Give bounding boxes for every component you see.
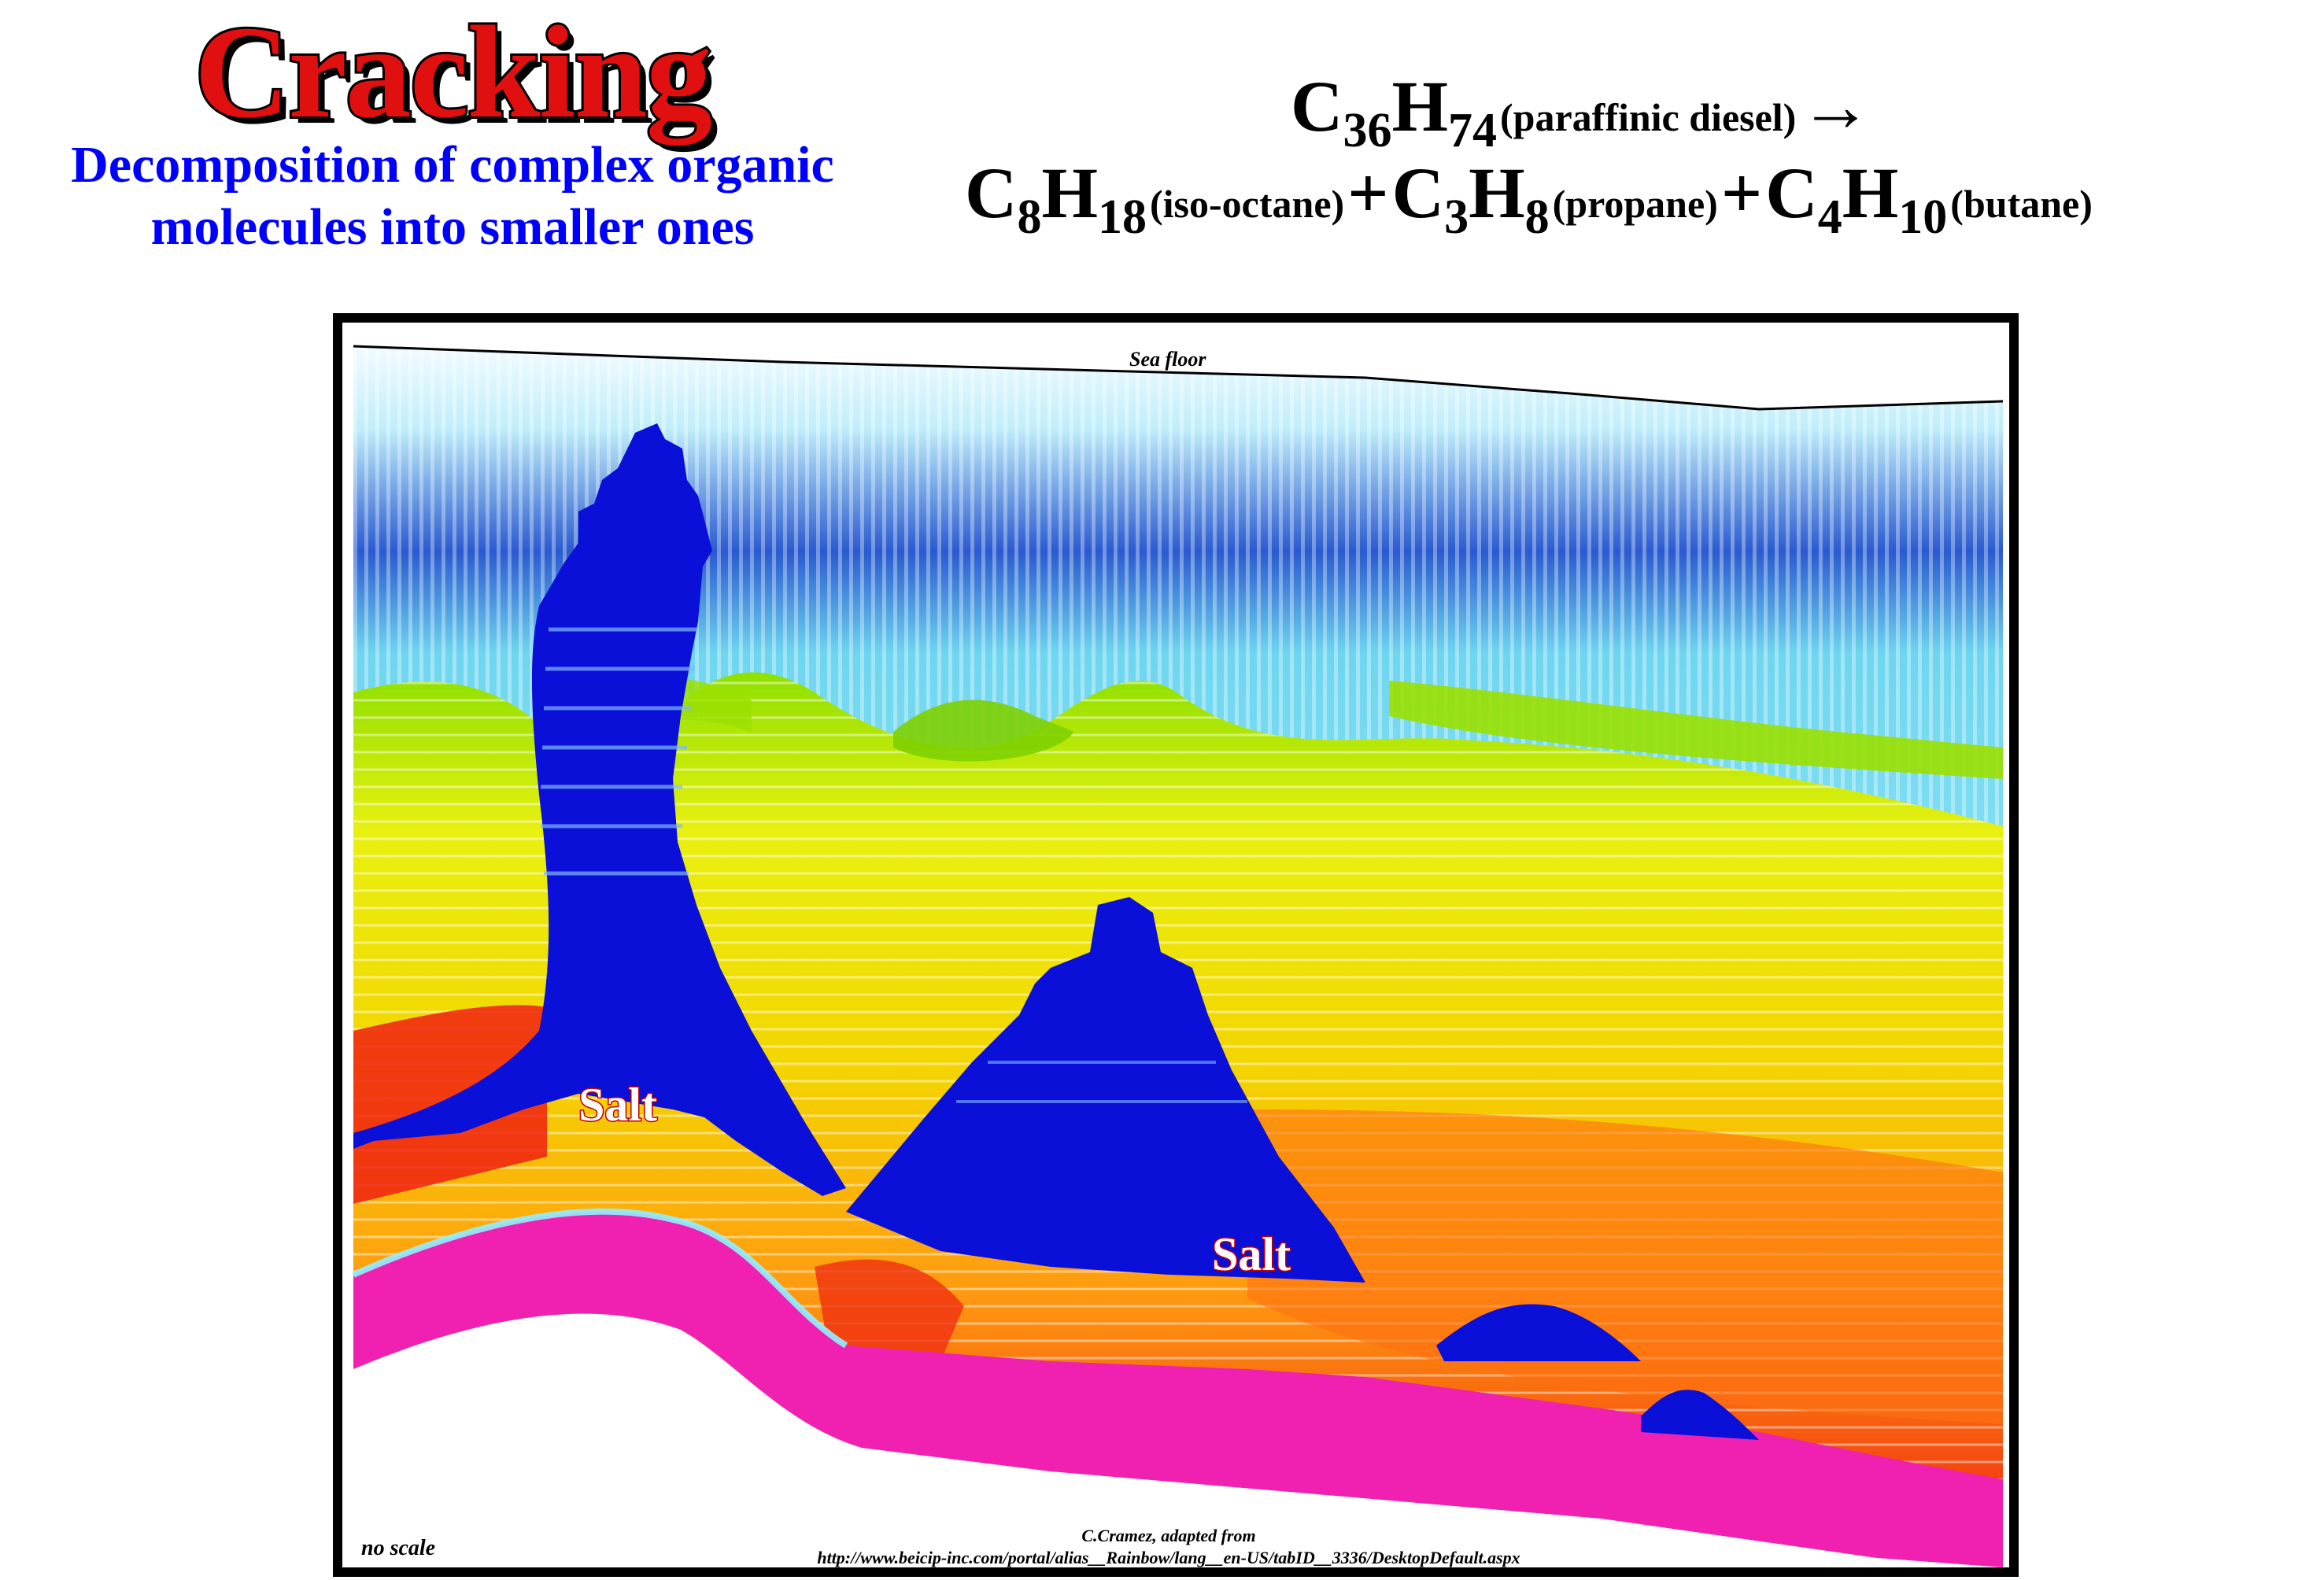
subtitle-line-1: Decomposition of complex organic	[71, 136, 834, 194]
equation-reactant: C36H74 (paraffinic diesel) →	[1291, 66, 1872, 157]
subtitle-line-2: molecules into smaller ones	[150, 198, 755, 257]
salt-label-left: Salt	[577, 1078, 658, 1132]
seismic-section-graphic	[342, 323, 2009, 1567]
sea-floor-label: Sea floor	[1129, 348, 1206, 371]
credit-url: http://www.beicip-inc.com/portal/alias__…	[817, 1547, 1520, 1567]
arrow-icon: →	[1799, 66, 1872, 146]
credit-line-1: C.Cramez, adapted from	[1081, 1526, 1256, 1545]
figure-credit: C.Cramez, adapted from http://www.beicip…	[736, 1525, 1602, 1567]
page-subtitle: Decomposition of complex organic molecul…	[0, 134, 905, 258]
equation-products: C8H18 (iso-octane) + C3H8 (propane) + C4…	[965, 153, 2093, 244]
no-scale-label: no scale	[361, 1536, 436, 1560]
page-title: Cracking	[192, 0, 715, 146]
seismic-section-figure: Sea floor Salt Salt no scale C.Cramez, a…	[333, 313, 2019, 1577]
salt-label-right: Salt	[1210, 1227, 1291, 1282]
